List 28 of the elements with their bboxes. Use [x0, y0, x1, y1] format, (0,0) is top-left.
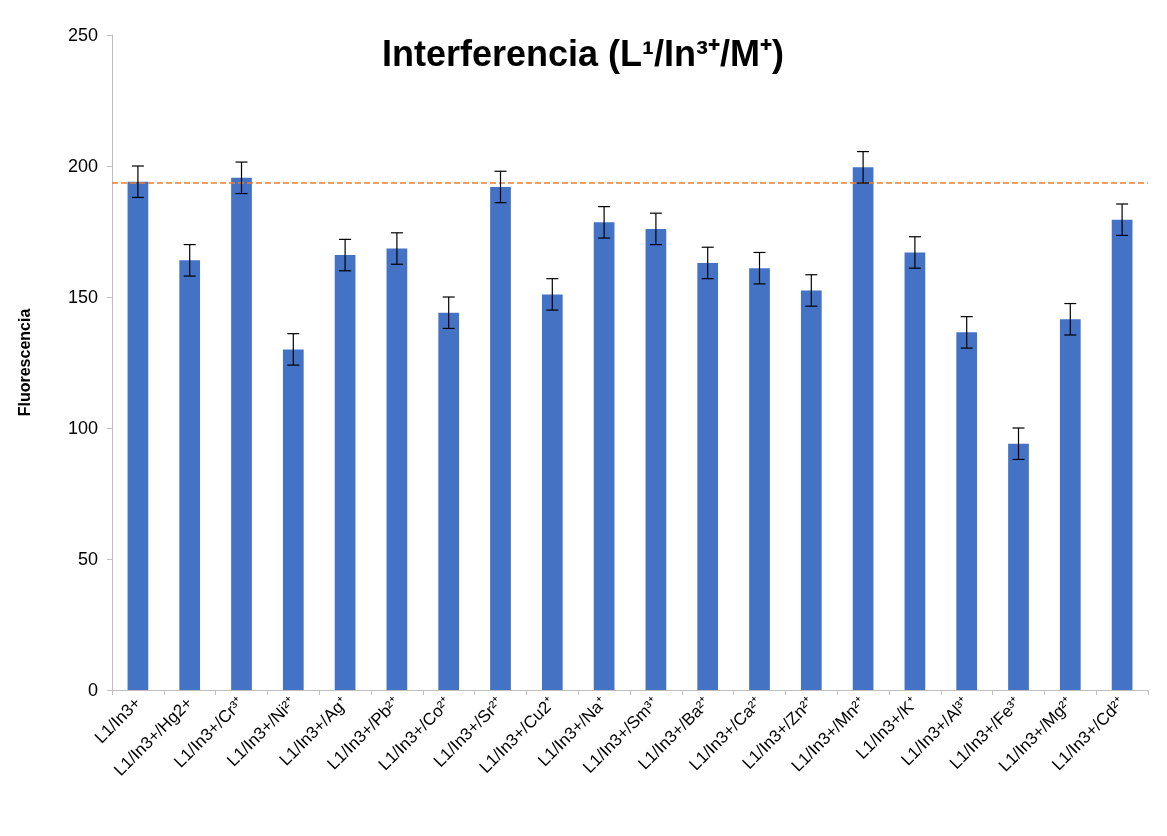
bar	[282, 349, 304, 690]
chart-title: Interferencia (L¹/In³⁺/M⁺)	[381, 32, 785, 74]
bar	[1008, 443, 1029, 690]
bar	[386, 248, 408, 690]
y-tick-label: 100	[67, 418, 98, 438]
bar	[904, 252, 926, 690]
bar	[438, 312, 460, 690]
bar	[1111, 219, 1133, 690]
y-tick-label: 0	[87, 680, 98, 700]
bar	[179, 260, 201, 690]
y-tick-label: 150	[67, 287, 98, 307]
y-tick-label: 50	[77, 549, 98, 569]
bar	[800, 290, 822, 690]
bar	[334, 255, 356, 690]
bar	[697, 262, 719, 690]
bar	[127, 181, 149, 690]
y-tick-label: 200	[67, 156, 98, 176]
y-axis-title: Fluorescencia	[15, 308, 33, 417]
bar	[852, 167, 874, 690]
bar	[1059, 319, 1081, 690]
y-tick-label: 250	[67, 25, 98, 45]
bar	[645, 228, 667, 690]
bar	[541, 294, 563, 690]
bar	[956, 332, 978, 690]
bar	[490, 186, 511, 690]
bar	[749, 268, 770, 690]
bar	[593, 222, 615, 690]
bar	[231, 177, 252, 690]
